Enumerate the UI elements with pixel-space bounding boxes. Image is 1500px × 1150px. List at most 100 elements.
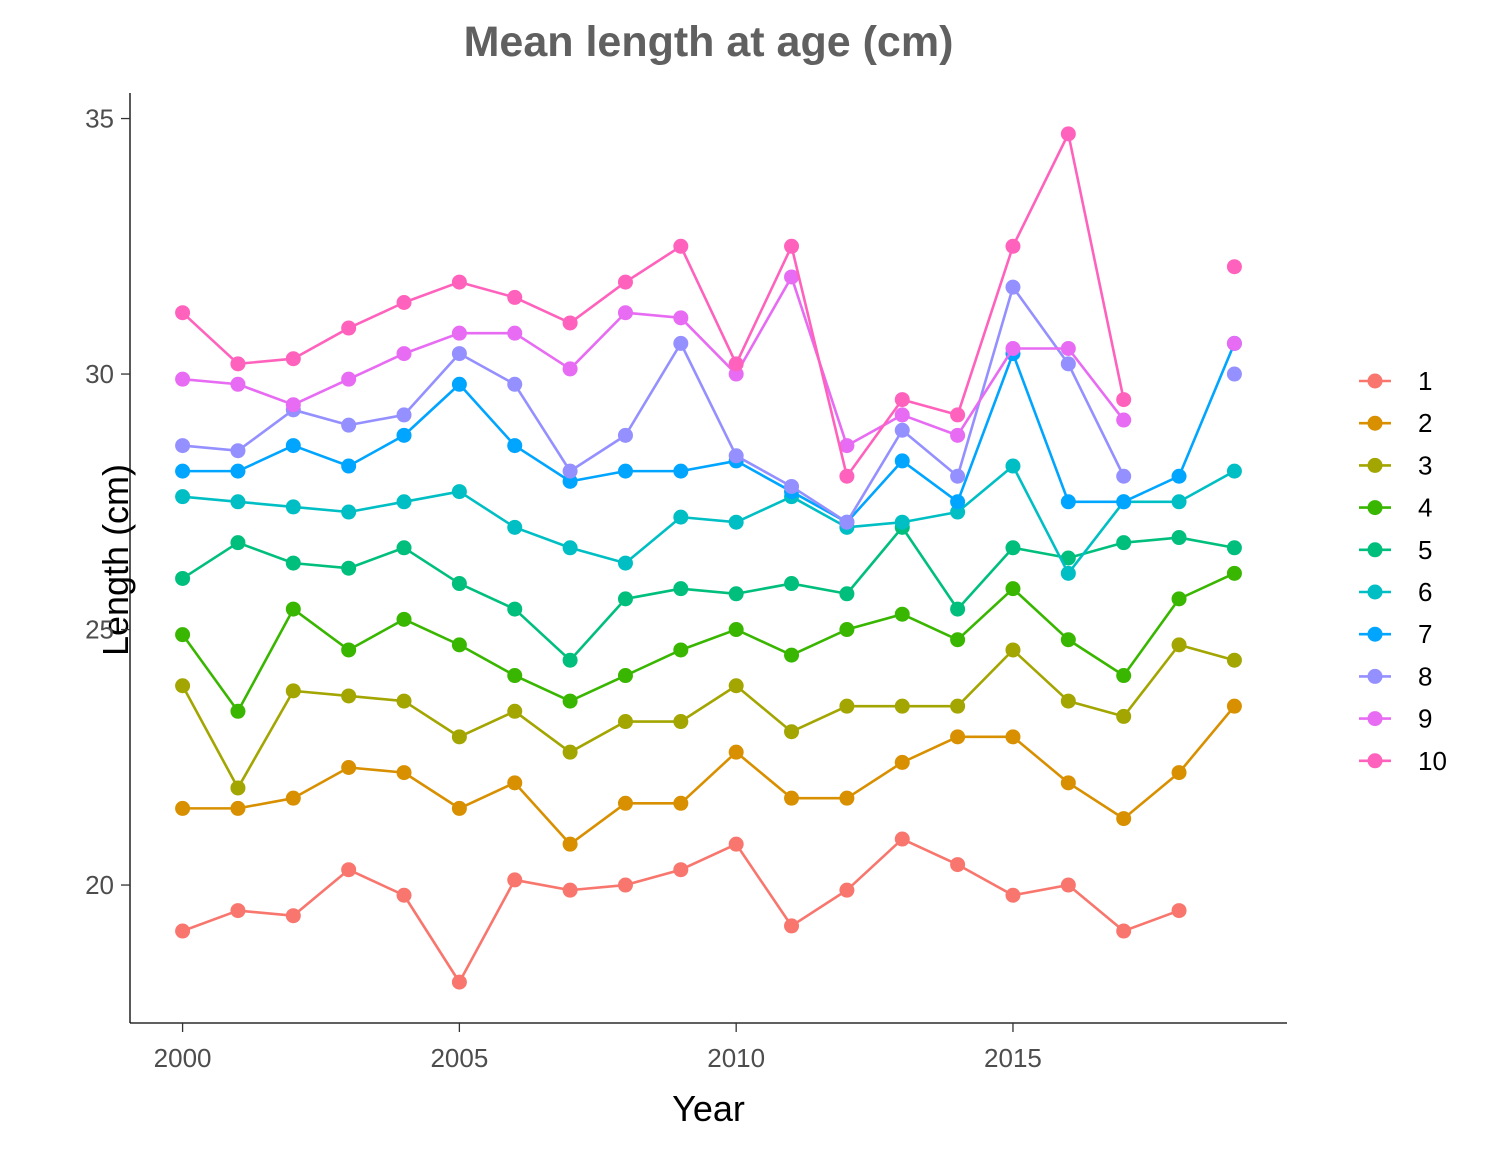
series-line-segment <box>679 750 738 805</box>
series-line-segment <box>790 485 849 524</box>
series-line-segment <box>624 515 683 565</box>
data-point <box>1005 340 1021 356</box>
series-group <box>175 126 1242 990</box>
data-point <box>950 427 966 443</box>
data-point <box>673 714 689 730</box>
data-point <box>894 392 910 408</box>
data-point <box>950 407 966 423</box>
data-point <box>673 310 689 326</box>
data-point <box>396 407 412 423</box>
series-line-segment <box>292 444 350 468</box>
series-line-segment <box>679 684 738 723</box>
series-line-segment <box>679 628 738 652</box>
data-point <box>1060 632 1076 648</box>
data-point <box>839 882 855 898</box>
legend: 1 2 3 4 5 6 7 8 9 10 <box>1359 366 1447 776</box>
series-line-segment <box>402 331 461 355</box>
data-point <box>1226 698 1242 714</box>
data-point <box>1060 550 1076 566</box>
data-point <box>175 923 191 939</box>
series-line-segment <box>402 490 461 504</box>
series-line-segment <box>236 541 295 565</box>
data-point <box>175 570 191 586</box>
data-point <box>839 438 855 454</box>
series-line-segment <box>734 275 793 376</box>
series-line-segment <box>956 648 1015 708</box>
data-point <box>507 703 523 719</box>
y-tick-label: 30 <box>85 359 114 389</box>
series-line-segment <box>236 909 295 917</box>
series-line-segment <box>790 704 849 734</box>
data-point <box>673 581 689 597</box>
series-line-segment <box>956 352 1015 504</box>
series-line-segment <box>734 842 793 928</box>
series-line-segment <box>568 801 627 846</box>
series-line-segment <box>1177 704 1236 774</box>
series-3 <box>175 637 1242 796</box>
data-point <box>396 427 412 443</box>
data-point <box>728 744 744 760</box>
data-point <box>950 494 966 510</box>
series-10 <box>175 126 1242 484</box>
series-line-segment <box>845 612 904 631</box>
data-point <box>175 463 191 479</box>
series-line-segment <box>1011 464 1070 575</box>
data-point <box>341 504 357 520</box>
series-line-segment <box>624 648 683 677</box>
series-line-segment <box>845 428 904 524</box>
data-point <box>839 698 855 714</box>
data-point <box>451 274 467 290</box>
data-point <box>673 509 689 525</box>
data-point <box>950 698 966 714</box>
legend-item-2: 2 <box>1359 408 1432 438</box>
data-point <box>396 494 412 510</box>
data-point <box>507 519 523 535</box>
series-line-segment <box>181 495 240 504</box>
data-point <box>894 453 910 469</box>
data-point <box>230 703 246 719</box>
data-point <box>894 514 910 530</box>
data-point <box>950 468 966 484</box>
series-line-segment <box>624 342 683 437</box>
data-point <box>230 463 246 479</box>
legend-item-9: 9 <box>1359 704 1432 734</box>
series-line-segment <box>679 316 738 376</box>
data-point <box>673 335 689 351</box>
data-point <box>728 678 744 694</box>
series-4 <box>175 565 1242 719</box>
data-point <box>1116 494 1132 510</box>
legend-key-point <box>1367 542 1383 558</box>
data-point <box>562 693 578 709</box>
series-line-segment <box>347 301 406 330</box>
legend-label: 6 <box>1418 577 1432 607</box>
data-point <box>451 974 467 990</box>
data-point <box>230 356 246 372</box>
series-line-segment <box>624 868 683 887</box>
data-point <box>230 780 246 796</box>
data-point <box>1060 356 1076 372</box>
data-point <box>728 514 744 530</box>
data-point <box>507 289 523 305</box>
series-line-segment <box>1011 648 1070 703</box>
data-point <box>617 668 633 684</box>
series-line-segment <box>513 674 572 703</box>
x-tick-label: 2000 <box>154 1043 212 1073</box>
legend-key-point <box>1367 584 1383 600</box>
data-point <box>1171 903 1187 919</box>
data-point <box>1171 468 1187 484</box>
series-line-segment <box>181 909 240 933</box>
data-point <box>1060 494 1076 510</box>
data-point <box>285 555 301 571</box>
data-point <box>1226 565 1242 581</box>
data-point <box>1005 887 1021 903</box>
data-point <box>285 790 301 806</box>
data-point <box>617 591 633 607</box>
series-line-segment <box>956 464 1015 514</box>
data-point <box>451 325 467 341</box>
data-point <box>451 729 467 745</box>
data-point <box>950 601 966 617</box>
series-line-segment <box>458 781 517 810</box>
series-line-segment <box>347 546 406 570</box>
series-line-segment <box>181 541 240 580</box>
data-point <box>950 729 966 745</box>
